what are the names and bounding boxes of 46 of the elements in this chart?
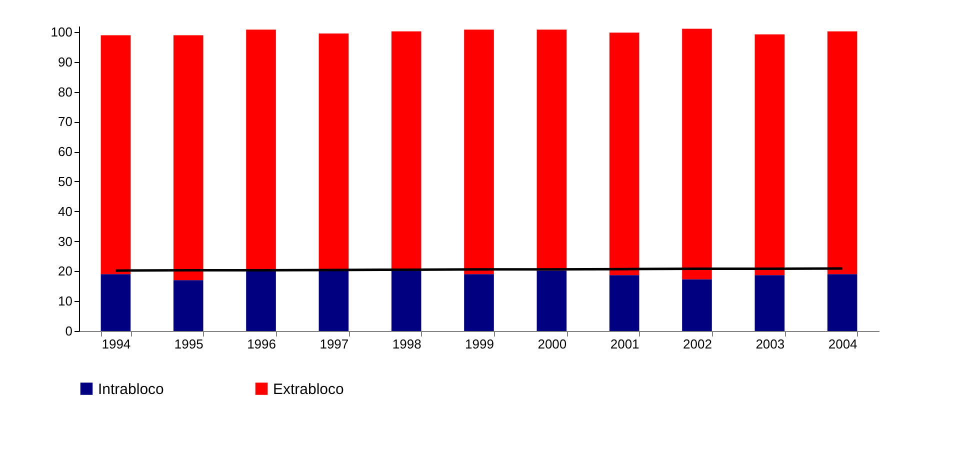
y-tick-label: 50 <box>58 174 72 189</box>
y-tick-label: 0 <box>65 324 72 338</box>
bar <box>682 279 712 331</box>
x-tick-label: 2003 <box>756 336 785 352</box>
y-tick-label: 30 <box>58 234 72 249</box>
bar <box>391 268 422 331</box>
bar <box>391 31 422 269</box>
x-tick-label: 1994 <box>102 336 131 352</box>
bar <box>318 33 349 270</box>
x-tick-label: 2000 <box>538 336 567 352</box>
x-tick-label: 1999 <box>465 336 494 352</box>
x-tick-label: 2001 <box>610 336 640 352</box>
y-tick-label: 80 <box>58 84 72 100</box>
bar <box>754 275 785 331</box>
legend-label: Intrabloco <box>98 380 164 398</box>
bar <box>754 34 785 276</box>
bar <box>464 30 494 274</box>
x-tick-label: 1997 <box>320 336 349 352</box>
x-tick-label: 2002 <box>683 336 712 352</box>
bar <box>609 275 640 331</box>
x-tick-label: 1998 <box>392 336 422 352</box>
legend-label: Extrabloco <box>273 380 344 398</box>
y-tick-label: 60 <box>58 144 72 160</box>
bar <box>827 274 858 331</box>
bar <box>827 31 858 274</box>
y-tick-label: 10 <box>58 294 72 309</box>
x-tick-label: 1996 <box>247 336 276 352</box>
bar <box>173 280 204 331</box>
bar <box>536 270 567 331</box>
x-tick-label: 1995 <box>174 336 204 352</box>
bar <box>173 35 204 280</box>
y-tick-label: 100 <box>50 24 72 40</box>
bar <box>682 28 712 280</box>
y-tick-label: 20 <box>58 264 72 279</box>
bar <box>536 30 567 271</box>
x-tick-label: 2004 <box>828 336 858 352</box>
bar <box>318 270 349 331</box>
bar <box>100 35 131 274</box>
bar <box>246 30 276 272</box>
bar <box>609 32 640 276</box>
bar <box>464 274 494 331</box>
y-tick-label: 40 <box>58 204 72 219</box>
bar <box>246 271 276 331</box>
bar <box>100 274 131 331</box>
y-tick-label: 70 <box>58 114 72 130</box>
y-tick-label: 90 <box>58 54 72 70</box>
